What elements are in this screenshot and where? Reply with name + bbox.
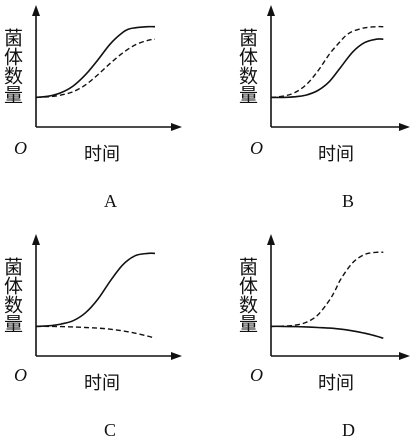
panel-label: A (104, 191, 117, 211)
origin-label: O (14, 365, 27, 385)
y-axis-arrow-icon (32, 234, 40, 245)
y-axis-label: 菌体数量 (236, 257, 258, 333)
origin-label: O (250, 365, 263, 385)
x-axis-label: 时间 (84, 373, 120, 394)
origin-label: O (14, 138, 27, 158)
x-axis-arrow-icon (171, 123, 182, 131)
solid-curve (35, 252, 156, 328)
panel-label: B (342, 191, 354, 211)
dashed-curve (270, 251, 384, 328)
solid-curve (270, 325, 384, 340)
x-axis-arrow-icon (399, 352, 410, 360)
dashed-curve (270, 25, 384, 99)
y-axis-label: 菌体数量 (1, 28, 23, 104)
y-axis-arrow-icon (267, 234, 275, 245)
x-axis-label: 时间 (318, 373, 354, 394)
x-axis-label: 时间 (318, 144, 354, 165)
y-axis-label: 菌体数量 (1, 257, 23, 333)
panel-label: D (342, 420, 355, 440)
x-axis-label: 时间 (84, 144, 120, 165)
panel-label: C (104, 420, 116, 440)
origin-label: O (250, 138, 263, 158)
solid-curve (270, 38, 384, 99)
x-axis-arrow-icon (399, 123, 410, 131)
y-axis-label: 菌体数量 (236, 28, 258, 104)
y-axis-arrow-icon (267, 5, 275, 16)
x-axis-arrow-icon (171, 352, 182, 360)
solid-curve (35, 25, 156, 99)
y-axis-arrow-icon (32, 5, 40, 16)
dashed-curve (35, 325, 156, 339)
dashed-curve (35, 38, 156, 99)
